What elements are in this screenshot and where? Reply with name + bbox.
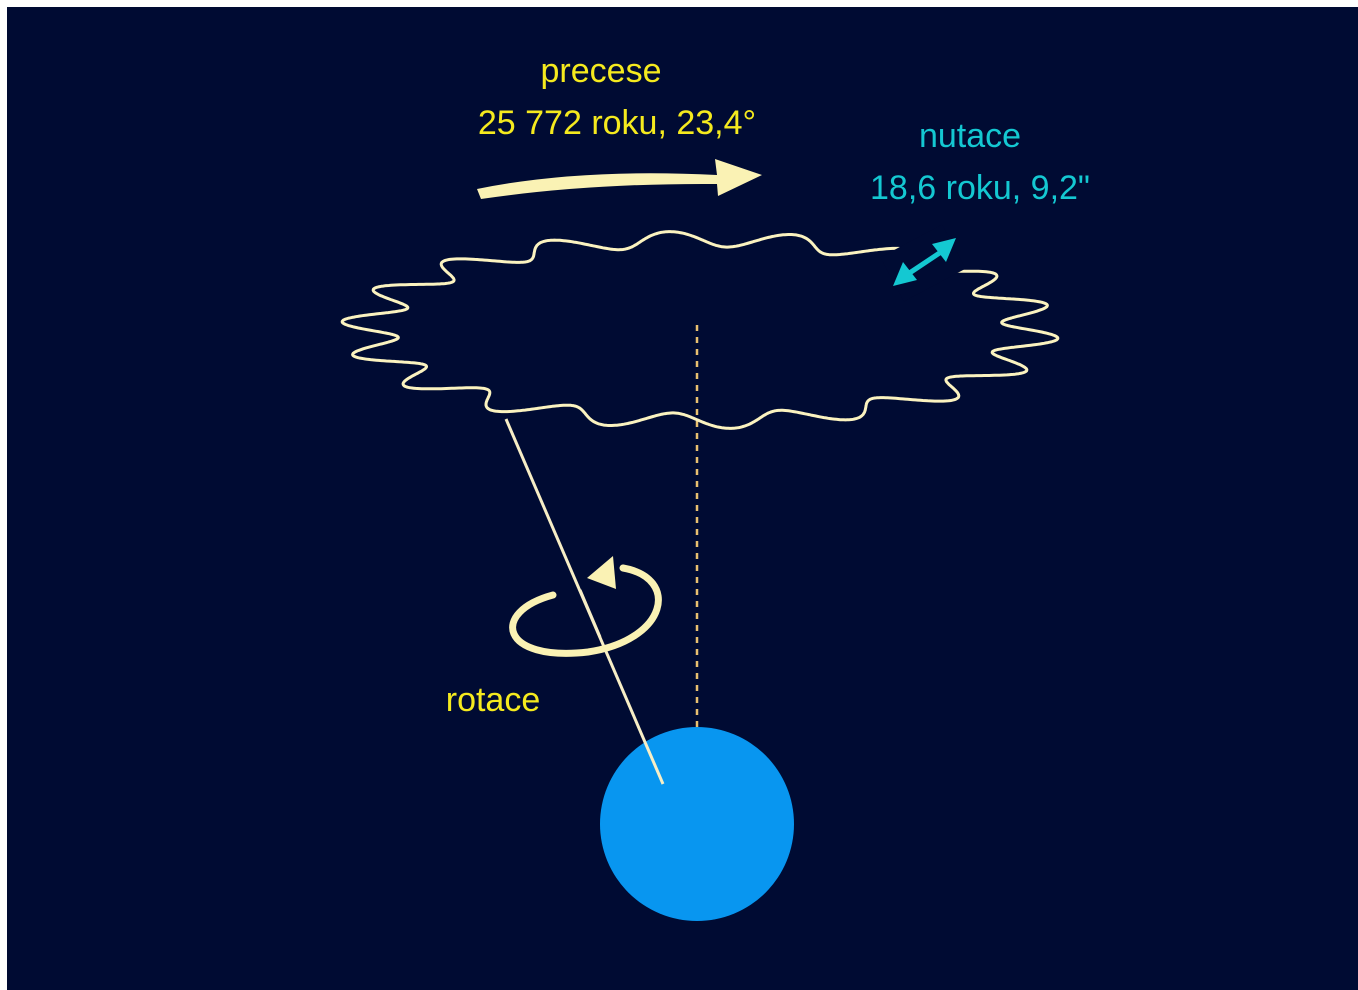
diagram-canvas: precese 25 772 roku, 23,4° nutace 18,6 r… [7,7,1358,990]
precession-arrow-icon [477,159,762,199]
earth-icon [600,727,794,921]
nutation-double-arrow-icon [893,238,956,286]
precession-title: precese [541,52,662,90]
rotation-label: rotace [446,681,541,719]
precession-detail: 25 772 roku, 23,4° [478,104,756,142]
nutation-title: nutace [919,117,1021,155]
rotation-axis-front-segment [578,589,602,638]
nutation-wavy-path [340,230,1060,430]
precession-nutation-diagram: precese 25 772 roku, 23,4° nutace 18,6 r… [340,52,1090,921]
rotation-circular-arrow-icon [509,556,662,657]
nutation-detail: 18,6 roku, 9,2" [870,169,1090,207]
